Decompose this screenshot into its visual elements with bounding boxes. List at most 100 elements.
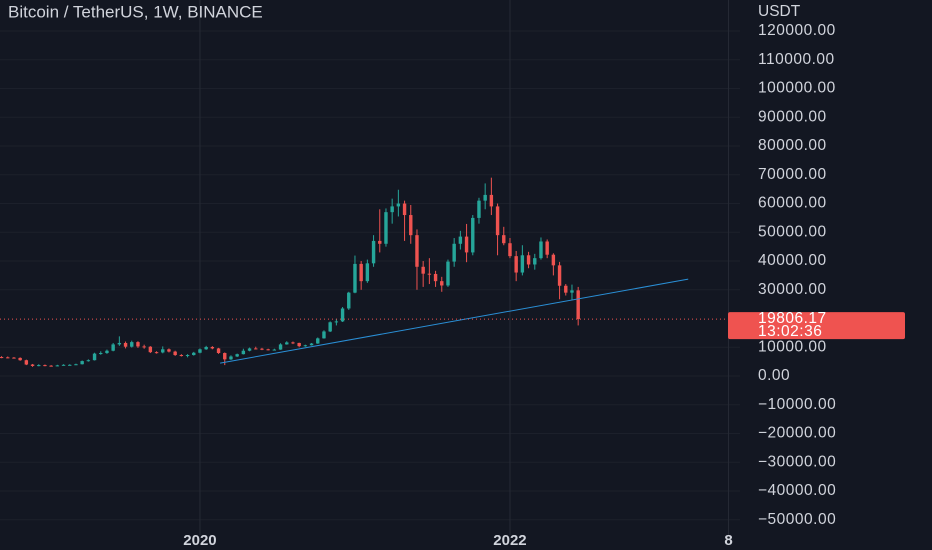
candle-body	[80, 361, 84, 365]
candle-body	[111, 344, 115, 351]
y-tick-label: 30000.00	[758, 281, 827, 298]
candle-body	[235, 354, 239, 357]
candle-body	[433, 273, 438, 282]
y-axis-unit: USDT	[758, 3, 801, 20]
x-tick-label: 2020	[183, 532, 216, 549]
candle-body	[427, 273, 432, 275]
y-tick-label: 90000.00	[758, 108, 827, 125]
y-tick-label: 10000.00	[758, 338, 827, 355]
candle-body	[179, 355, 184, 357]
candle-body	[316, 338, 320, 344]
candle-body	[68, 364, 72, 366]
candle-body	[576, 290, 580, 320]
candle-body	[185, 355, 190, 357]
y-tick-label: −30000.00	[758, 453, 836, 470]
candle-body	[285, 342, 289, 345]
candle-body	[86, 360, 91, 362]
candle-body	[291, 342, 295, 344]
candle-body	[6, 357, 10, 359]
candle-body	[167, 349, 171, 352]
chart-title: Bitcoin / TetherUS, 1W, BINANCE	[8, 2, 263, 21]
y-tick-label: 120000.00	[758, 22, 836, 39]
candle-body	[477, 200, 481, 218]
y-tick-label: −20000.00	[758, 425, 836, 442]
candle-body	[378, 240, 382, 244]
candle-body	[520, 255, 525, 273]
candle-body	[347, 292, 351, 309]
candle-body	[61, 364, 66, 366]
y-tick-label: −40000.00	[758, 482, 836, 499]
grid	[199, 0, 730, 535]
candle-body	[303, 345, 308, 347]
candle-body	[247, 348, 252, 351]
x-tick-label: 8	[724, 532, 732, 549]
candle-body	[117, 342, 122, 345]
candle-body	[216, 348, 221, 354]
candle-body	[43, 365, 47, 367]
candle-body	[49, 365, 53, 367]
y-tick-label: 60000.00	[758, 195, 827, 212]
candle-body	[173, 351, 177, 356]
axes: 120000.00 110000.00 100000.00 90000.00 80000…	[183, 22, 905, 549]
candle-body	[458, 236, 463, 244]
candle-body	[148, 346, 153, 353]
candle-body	[421, 266, 425, 274]
candle-body	[272, 349, 277, 351]
candle-body	[471, 217, 475, 253]
candle-body	[533, 258, 537, 265]
candle-body	[384, 212, 388, 244]
y-tick-label: 100000.00	[758, 80, 836, 97]
candle-body	[229, 356, 233, 360]
candle-body	[328, 322, 332, 332]
candle-body	[198, 349, 202, 353]
candle-body	[55, 365, 60, 367]
y-tick-label: 0.00	[758, 367, 790, 384]
y-tick-label: 50000.00	[758, 223, 827, 240]
y-tick-label: −50000.00	[758, 511, 836, 528]
candle-body	[526, 255, 531, 265]
candle-body	[192, 352, 196, 356]
marks	[0, 177, 740, 367]
candle-body	[334, 321, 339, 323]
candle-body	[489, 194, 494, 207]
candle-body	[30, 364, 35, 366]
candle-body	[353, 263, 357, 293]
candle-body	[514, 256, 518, 273]
candle-body	[161, 349, 165, 353]
y-tick-label: −10000.00	[758, 396, 836, 413]
candle-body	[18, 357, 22, 361]
candle-body	[92, 353, 97, 361]
candle-body	[564, 285, 568, 293]
y-tick-label: 110000.00	[758, 51, 835, 68]
candle-body	[266, 349, 270, 351]
candle-body	[483, 194, 487, 201]
candle-body	[309, 343, 314, 346]
candle-body	[440, 281, 444, 286]
y-tick-label: 70000.00	[758, 166, 827, 183]
candle-body	[551, 254, 556, 266]
candle-body	[371, 240, 376, 264]
candle-body	[154, 352, 159, 354]
countdown-label: 13:02:36	[758, 323, 822, 340]
candle-body	[365, 263, 370, 282]
candle-body	[0, 357, 4, 359]
candle-body	[24, 360, 29, 365]
candle-body	[502, 235, 506, 244]
candle-body	[136, 342, 140, 347]
candle-body	[12, 357, 16, 359]
candle-body	[409, 215, 413, 236]
candle-body	[223, 353, 227, 360]
candle-body	[340, 308, 345, 322]
candle-body	[241, 350, 246, 355]
y-tick-label: 40000.00	[758, 252, 827, 269]
candle-body	[446, 261, 450, 286]
candle-body	[74, 364, 78, 366]
candle-body	[557, 265, 562, 286]
candle-body	[278, 344, 283, 350]
candle-body	[99, 353, 103, 355]
candle-body	[297, 342, 301, 347]
candle-body	[402, 203, 407, 216]
x-tick-label: 2022	[493, 532, 526, 549]
candle-body	[545, 241, 549, 255]
